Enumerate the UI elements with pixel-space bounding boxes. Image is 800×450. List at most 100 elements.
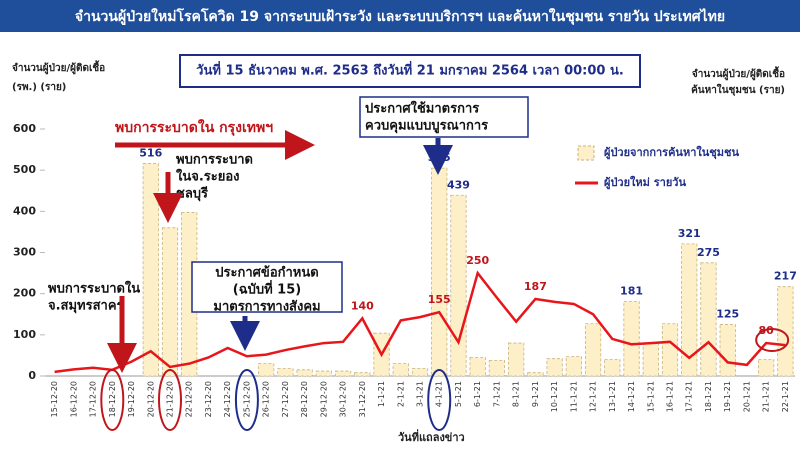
bar bbox=[258, 363, 275, 377]
y-tick-label: 600 bbox=[13, 122, 36, 135]
x-tick-label: 17-12-20 bbox=[89, 381, 98, 417]
x-tick-label: 19-12-20 bbox=[127, 381, 136, 417]
bar bbox=[508, 342, 525, 377]
bar-value-label: 516 bbox=[139, 147, 162, 160]
x-tick-label: 29-12-20 bbox=[319, 381, 328, 417]
x-tick-label: 2-1-21 bbox=[396, 381, 405, 407]
x-tick-label: 3-1-21 bbox=[416, 381, 425, 407]
annotation: ชลบุรี bbox=[176, 186, 208, 202]
bar bbox=[642, 342, 659, 377]
x-tick-label: 18-12-20 bbox=[108, 381, 117, 417]
highlight-ellipse bbox=[234, 369, 259, 431]
x-tick-label: 19-1-21 bbox=[723, 381, 732, 412]
y-axis-label: จำนวนผู้ป่วย/ผู้ติดเชื้อ bbox=[12, 60, 105, 75]
x-tick-label: 27-12-20 bbox=[281, 381, 290, 417]
bar bbox=[450, 194, 467, 377]
bar bbox=[161, 227, 179, 377]
title-bar bbox=[0, 0, 800, 32]
x-tick-label: 21-1-21 bbox=[762, 381, 771, 412]
bar-value-label: 181 bbox=[620, 284, 643, 297]
bar bbox=[565, 356, 582, 377]
chart-title: จำนวนผู้ป่วยใหม่โรคโควิด 19 จากระบบเฝ้าร… bbox=[75, 7, 725, 25]
x-tick-label: 23-12-20 bbox=[204, 381, 213, 417]
subtitle-box bbox=[179, 54, 641, 88]
y-tick-label: 100 bbox=[13, 328, 36, 341]
y-tick-label: 200 bbox=[13, 287, 36, 300]
bar bbox=[661, 323, 679, 377]
annotation: ประกาศข้อกำหนด bbox=[215, 265, 318, 281]
line-value-label: 187 bbox=[524, 280, 547, 293]
x-tick-label: 6-1-21 bbox=[473, 381, 482, 407]
x-tick-label: 20-1-21 bbox=[742, 381, 751, 412]
subtitle: วันที่ 15 ธันวาคม พ.ศ. 2563 ถึงวันที่ 21… bbox=[196, 61, 624, 79]
x-tick-label: 13-1-21 bbox=[608, 381, 617, 412]
annotation-box bbox=[191, 261, 343, 313]
x-tick-label: 17-1-21 bbox=[685, 381, 694, 412]
line-value-label: 250 bbox=[466, 254, 489, 267]
line-value-label: 140 bbox=[351, 299, 374, 312]
legend-label: ผู้ป่วยจากการค้นหาในชุมชน bbox=[604, 145, 739, 160]
x-tick-label: 7-1-21 bbox=[492, 381, 501, 407]
annotation: (ฉบับที่ 15) bbox=[233, 280, 301, 298]
y2-axis-label: จำนวนผู้ป่วย/ผู้ติดเชื้อ bbox=[692, 66, 785, 81]
annotation: พบการระบาดใน bbox=[48, 280, 140, 297]
bar bbox=[623, 301, 640, 377]
bar bbox=[296, 369, 313, 377]
annotation: พบการระบาด bbox=[176, 153, 253, 168]
y-axis-label: (รพ.) (ราย) bbox=[12, 82, 66, 93]
annotation: ในจ.ระยอง bbox=[176, 168, 240, 185]
bar bbox=[681, 243, 698, 377]
highlight-ellipse bbox=[427, 369, 452, 431]
bar bbox=[411, 368, 429, 377]
bar bbox=[334, 370, 352, 377]
x-tick-label: 14-1-21 bbox=[627, 381, 636, 412]
x-tick-label: 18-1-21 bbox=[704, 381, 713, 412]
bar bbox=[488, 359, 506, 377]
legend-swatch bbox=[577, 145, 595, 161]
line bbox=[54, 270, 786, 374]
bar bbox=[315, 370, 332, 377]
bar-value-label: 217 bbox=[774, 270, 797, 283]
y-tick-label: 500 bbox=[13, 163, 36, 176]
x-tick-label: 30-12-20 bbox=[339, 381, 348, 417]
y-tick-label: 300 bbox=[13, 246, 36, 259]
bar bbox=[527, 372, 544, 377]
y2-axis-label: ค้นหาในชุมชน (ราย) bbox=[691, 83, 785, 96]
x-tick-label: 28-12-20 bbox=[300, 381, 309, 417]
bar bbox=[469, 357, 486, 377]
x-tick-label: 31-12-20 bbox=[358, 381, 367, 417]
highlight-ellipse bbox=[755, 328, 790, 352]
x-tick-label: 15-1-21 bbox=[646, 381, 655, 412]
x-tick-label: 10-1-21 bbox=[550, 381, 559, 412]
annotation-box bbox=[359, 96, 529, 138]
line-value-label: 155 bbox=[428, 293, 451, 306]
x-tick-label: 1-1-21 bbox=[377, 381, 386, 407]
annotation: มาตรการทางสังคม bbox=[213, 300, 320, 315]
x-tick-label: 9-1-21 bbox=[531, 381, 540, 407]
x-tick-label: 8-1-21 bbox=[512, 381, 521, 407]
bar bbox=[584, 323, 602, 377]
bar bbox=[700, 262, 717, 377]
x-tick-label: 11-1-21 bbox=[569, 381, 578, 412]
annotation: ควบคุมแบบบูรณาการ bbox=[365, 119, 488, 134]
x-tick-label: 16-1-21 bbox=[666, 381, 675, 412]
bar bbox=[777, 286, 794, 377]
annotation: จ.สมุทรสาคร bbox=[48, 299, 124, 314]
bar bbox=[142, 163, 159, 377]
x-tick-label: 26-12-20 bbox=[262, 381, 271, 417]
x-tick-label: 22-12-20 bbox=[185, 381, 194, 417]
bar bbox=[546, 358, 563, 377]
y-tick-label: 400 bbox=[13, 204, 36, 217]
highlight-ellipse bbox=[100, 369, 125, 431]
x-tick-label: 15-12-20 bbox=[50, 381, 59, 417]
x-tick-label: 5-1-21 bbox=[454, 381, 463, 407]
x-axis-label: วันที่แถลงข่าว bbox=[398, 429, 465, 444]
x-tick-label: 21-12-20 bbox=[166, 381, 175, 417]
x-tick-label: 22-1-21 bbox=[781, 381, 790, 412]
annotation: ประกาศใช้มาตรการ bbox=[365, 100, 479, 117]
bar bbox=[758, 359, 775, 377]
x-tick-label: 4-1-21 bbox=[435, 381, 444, 407]
bar bbox=[604, 359, 621, 377]
x-tick-label: 24-12-20 bbox=[223, 381, 232, 417]
